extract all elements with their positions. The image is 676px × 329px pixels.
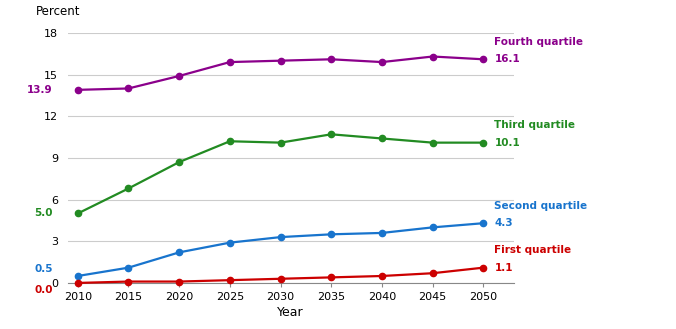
Text: 0.5: 0.5: [34, 264, 53, 274]
Text: 1.1: 1.1: [494, 263, 513, 273]
Text: Second quartile: Second quartile: [494, 201, 587, 211]
Text: 5.0: 5.0: [34, 209, 53, 218]
Text: Third quartile: Third quartile: [494, 120, 575, 130]
X-axis label: Year: Year: [277, 306, 304, 319]
Text: 13.9: 13.9: [27, 85, 53, 95]
Text: Fourth quartile: Fourth quartile: [494, 37, 583, 47]
Text: 4.3: 4.3: [494, 218, 513, 228]
Text: 10.1: 10.1: [494, 138, 521, 148]
Text: First quartile: First quartile: [494, 245, 572, 255]
Text: 0.0: 0.0: [34, 285, 53, 295]
Text: Percent: Percent: [37, 5, 81, 18]
Text: 16.1: 16.1: [494, 54, 521, 64]
